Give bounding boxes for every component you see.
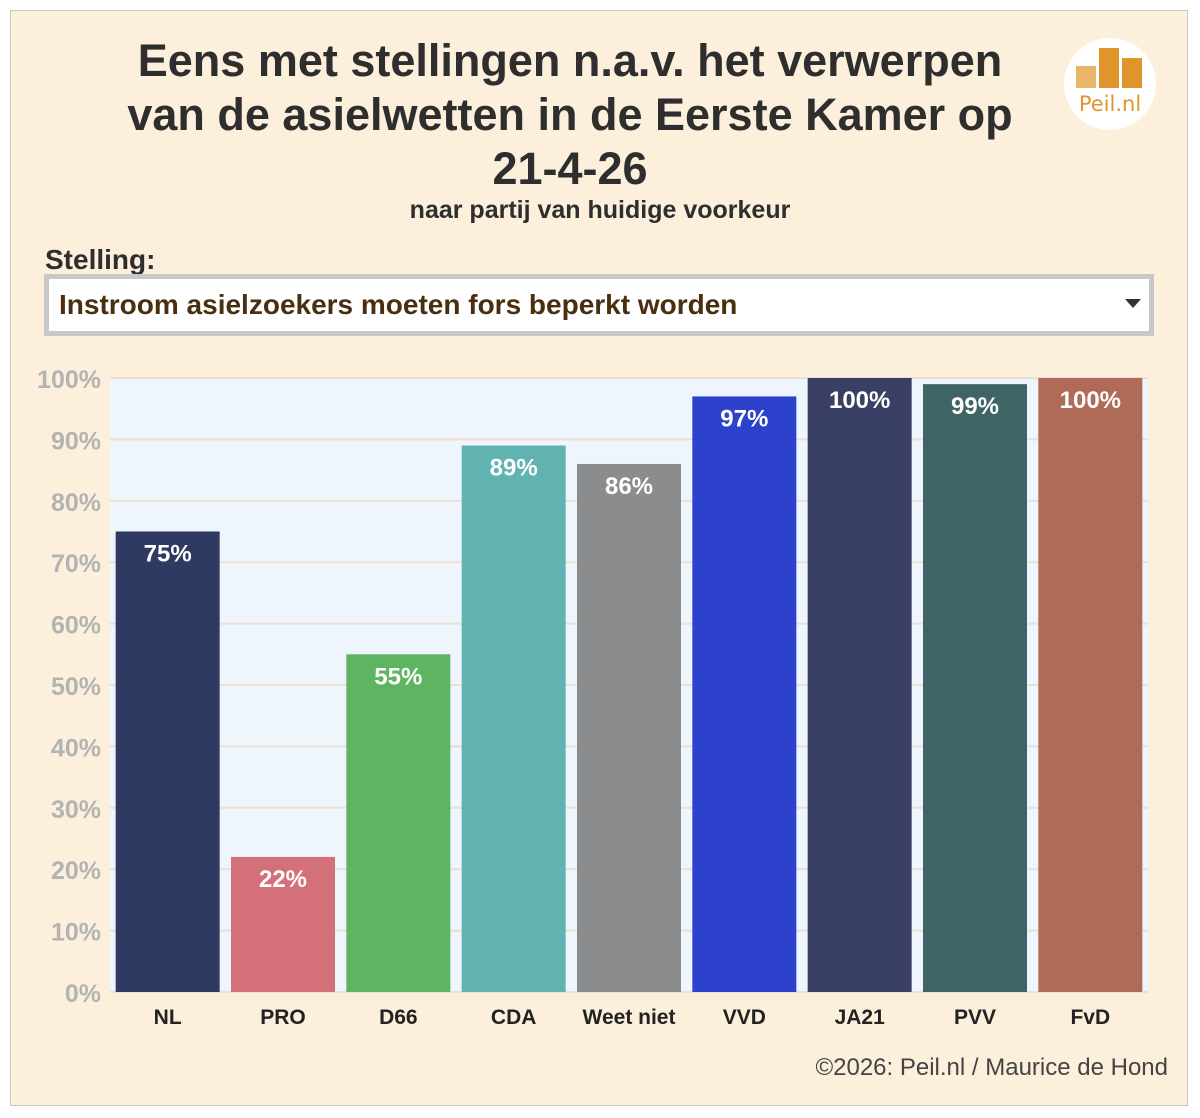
x-tick-label: VVD <box>723 1006 766 1029</box>
title-line-1: Eens met stellingen n.a.v. het verwerpen <box>137 35 1003 86</box>
bar <box>692 396 797 992</box>
chevron-down-icon[interactable] <box>1125 299 1141 308</box>
bar <box>1038 378 1143 992</box>
y-tick-label: 80% <box>51 489 101 517</box>
y-tick-label: 70% <box>51 550 101 578</box>
bar <box>115 531 220 992</box>
chart-subtitle: naar partij van huidige voorkeur <box>409 196 791 224</box>
x-tick-label: Weet niet <box>583 1006 676 1029</box>
copyright-credit: ©2026: Peil.nl / Maurice de Hond <box>815 1054 1168 1081</box>
data-label: 100% <box>1060 387 1121 414</box>
y-tick-label: 90% <box>51 427 101 455</box>
bar <box>461 445 566 992</box>
y-tick-label: 20% <box>51 857 101 885</box>
data-label: 89% <box>490 455 538 482</box>
y-tick-label: 40% <box>51 734 101 762</box>
x-tick-label: JA21 <box>835 1006 886 1029</box>
x-tick-label: CDA <box>491 1006 537 1029</box>
bar <box>807 378 912 992</box>
x-tick-label: PRO <box>260 1006 306 1029</box>
data-label: 100% <box>829 387 890 414</box>
y-tick-label: 30% <box>51 796 101 824</box>
x-tick-label: PVV <box>954 1006 996 1029</box>
y-tick-label: 100% <box>37 366 101 394</box>
data-label: 75% <box>144 541 192 568</box>
chart-title: Eens met stellingen n.a.v. het verwerpen… <box>40 34 1100 196</box>
data-label: 22% <box>259 866 307 893</box>
y-tick-label: 10% <box>51 919 101 947</box>
bar <box>577 463 681 993</box>
y-tick-label: 60% <box>51 612 101 640</box>
title-line-2: van de asielwetten in de Eerste Kamer op <box>127 89 1013 140</box>
bar <box>346 654 451 992</box>
data-label: 86% <box>605 473 653 500</box>
selector-label: Stelling: <box>45 244 156 275</box>
x-tick-label: FvD <box>1070 1006 1110 1029</box>
data-label: 97% <box>720 405 768 432</box>
bar <box>923 384 1027 992</box>
y-tick-label: 0% <box>65 980 101 1008</box>
y-tick-label: 50% <box>51 673 101 701</box>
x-tick-label: NL <box>154 1006 182 1029</box>
x-tick-label: D66 <box>379 1006 418 1029</box>
title-line-3: 21-4-26 <box>492 143 648 194</box>
stelling-dropdown[interactable]: Instroom asielzoekers moeten fors beperk… <box>44 274 1154 336</box>
logo-text: Peil.nl <box>1078 92 1142 116</box>
data-label: 55% <box>374 663 422 690</box>
dropdown-selected-value: Instroom asielzoekers moeten fors beperk… <box>59 289 738 320</box>
peil-logo: Peil.nl <box>1064 38 1156 130</box>
bar-chart-logo-icon <box>1076 48 1142 88</box>
bar <box>231 856 335 992</box>
data-label: 99% <box>951 393 999 420</box>
